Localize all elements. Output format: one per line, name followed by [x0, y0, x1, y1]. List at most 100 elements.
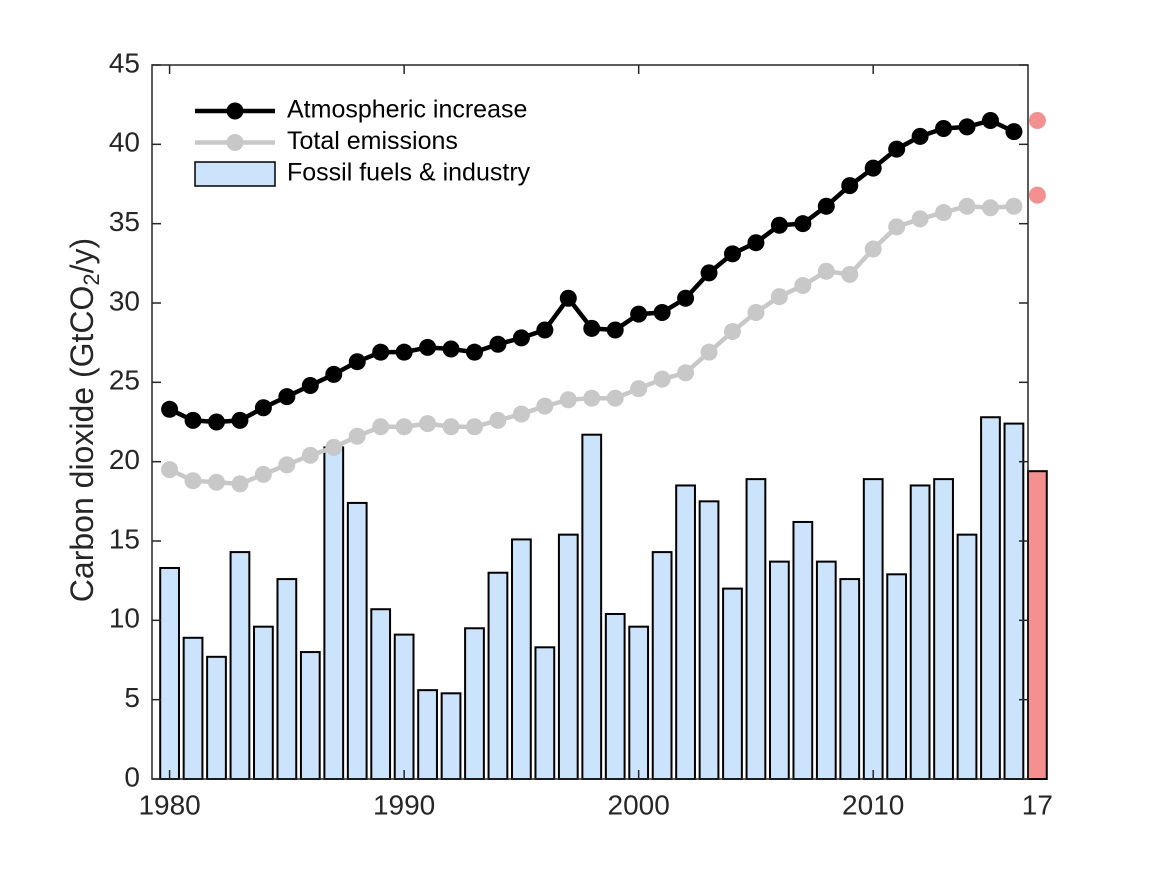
x-tick-label: 2010 [842, 789, 904, 820]
line-marker [864, 240, 882, 258]
line-marker [1005, 197, 1023, 215]
line-marker [207, 473, 225, 491]
line-marker [911, 210, 929, 228]
bar [1027, 470, 1048, 780]
line-marker [536, 397, 554, 415]
line-marker [794, 215, 812, 233]
x-tick-label: 1980 [138, 789, 200, 820]
bar [393, 633, 415, 781]
line-marker [489, 411, 507, 429]
x-tick-label: 2000 [608, 789, 670, 820]
line-marker [1005, 123, 1023, 141]
bar [323, 446, 345, 780]
line-marker [958, 118, 976, 136]
bar [253, 625, 274, 780]
y-tick-label: 15 [109, 523, 140, 554]
y-tick-label: 5 [124, 682, 140, 713]
line-marker [184, 472, 202, 490]
y-tick-label: 40 [109, 127, 140, 158]
line-marker [512, 329, 530, 347]
bar [745, 478, 767, 780]
bar [487, 571, 509, 780]
line-marker [1028, 186, 1046, 204]
y-axis-label: Carbon dioxide (GtCO2/y) [64, 238, 103, 602]
bar [675, 484, 696, 780]
line-marker [841, 177, 859, 195]
bar [511, 538, 532, 780]
y-tick-label: 20 [109, 444, 140, 475]
bar [534, 646, 556, 780]
line-marker [395, 418, 413, 436]
line-marker [981, 199, 999, 217]
bar [557, 533, 579, 780]
y-tick-label: 30 [109, 285, 140, 316]
y-tick-label: 25 [109, 365, 140, 396]
axes-box [151, 64, 1029, 780]
line-marker [888, 140, 906, 158]
line-marker [442, 340, 460, 358]
line-marker [161, 400, 179, 418]
line-marker [1028, 112, 1046, 130]
line-marker [161, 461, 179, 479]
x-tick-label: 17 [1022, 789, 1053, 820]
line-marker [348, 427, 366, 445]
bar [651, 551, 673, 781]
line-marker [559, 391, 577, 409]
line-marker [442, 418, 460, 436]
bar [698, 500, 720, 780]
bar [628, 625, 650, 780]
line-marker [301, 377, 319, 395]
line-marker [794, 277, 812, 295]
line-marker [677, 364, 695, 382]
y-tick-label: 10 [109, 603, 140, 634]
bar [182, 636, 204, 781]
line-marker [606, 321, 624, 339]
y-tick-label: 0 [124, 761, 140, 792]
line-marker [606, 389, 624, 407]
y-label-main: Carbon dioxide (GtCO [64, 286, 100, 603]
line-marker [723, 245, 741, 263]
line-marker [465, 418, 483, 436]
x-tick-label: 1990 [373, 789, 435, 820]
line-marker [630, 380, 648, 398]
y-tick-label: 45 [109, 47, 140, 78]
legend-marker [226, 134, 244, 151]
line-marker [184, 411, 202, 429]
line-marker [301, 446, 319, 464]
bar [276, 578, 298, 781]
line-marker [583, 389, 601, 407]
line-marker [536, 321, 554, 339]
line-marker [653, 304, 671, 322]
y-label-sub: 2 [79, 273, 104, 285]
line-marker [841, 265, 859, 283]
line-marker [911, 127, 929, 145]
bar [206, 655, 227, 780]
line-marker [254, 465, 272, 483]
line-marker [935, 119, 953, 137]
line-marker [888, 218, 906, 236]
line-marker [677, 289, 695, 307]
line-marker [231, 411, 249, 429]
bar [909, 484, 931, 780]
line-marker [231, 475, 249, 493]
legend-label: Total emissions [287, 127, 458, 155]
line-marker [653, 370, 671, 388]
line-marker [723, 323, 741, 341]
bar [581, 433, 603, 780]
line-marker [958, 197, 976, 215]
bar [862, 478, 884, 780]
line-marker [935, 204, 953, 222]
bar [417, 689, 438, 780]
line-marker [583, 319, 601, 337]
line-marker [817, 197, 835, 215]
line-marker [419, 338, 437, 356]
line-marker [254, 399, 272, 417]
bar [956, 533, 978, 780]
line-marker [325, 365, 343, 383]
bar [604, 612, 626, 781]
bar [792, 520, 814, 781]
line-marker [559, 289, 577, 307]
line-marker [395, 343, 413, 361]
bar [980, 416, 1001, 780]
bar [839, 578, 861, 781]
